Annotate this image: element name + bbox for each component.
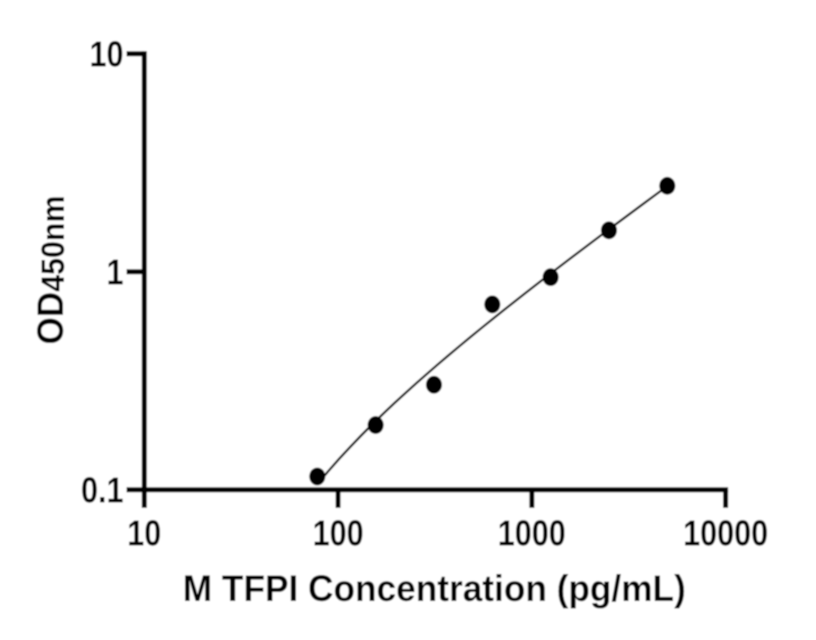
data-point (600, 221, 617, 240)
plot-area (309, 176, 676, 486)
y-tick-labels: 10 1 0.1 (81, 35, 124, 511)
data-point (309, 467, 326, 486)
y-tick-label-1: 1 (106, 253, 123, 293)
y-axis-title-subscript: 450nm (35, 195, 71, 291)
y-axis-title: OD450nm (29, 195, 71, 344)
data-point (659, 176, 676, 195)
data-point (367, 416, 384, 434)
data-point (484, 295, 501, 314)
x-tick-label-1000: 1000 (498, 514, 566, 554)
data-point (542, 268, 559, 287)
x-tick-label-10: 10 (127, 514, 161, 554)
axes (126, 51, 729, 508)
x-tick-label-100: 100 (313, 514, 364, 554)
y-axis-title-main: OD (29, 292, 71, 345)
y-tick-label-0.1: 0.1 (81, 471, 124, 511)
data-point (425, 375, 443, 394)
x-tick-label-10000: 10000 (683, 514, 768, 554)
x-tick-labels: 10 100 1000 10000 (127, 514, 768, 554)
y-tick-label-10: 10 (89, 35, 123, 75)
x-axis-title: M TFPI Concentration (pg/mL) (183, 567, 686, 609)
